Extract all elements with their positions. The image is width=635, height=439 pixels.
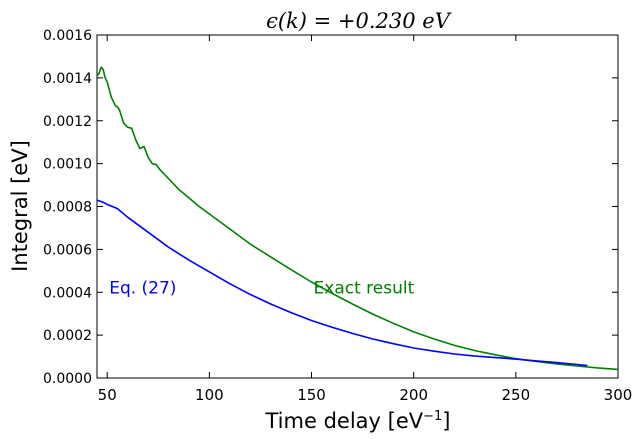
x-axis-label-main: Time delay [eV bbox=[265, 409, 424, 433]
annotation-exact-result: Exact result bbox=[314, 278, 415, 298]
plot-frame-group bbox=[96, 34, 619, 379]
y-tick-label: 0.0004 bbox=[43, 285, 92, 301]
y-tick-label: 0.0006 bbox=[43, 242, 92, 258]
x-tick-label: 150 bbox=[297, 386, 326, 404]
x-tick-label: 250 bbox=[502, 386, 531, 404]
y-tick-label: 0.0014 bbox=[43, 71, 92, 87]
annotation-eq-27: Eq. (27) bbox=[109, 278, 176, 298]
ticks-group: 50 100 150 200 250 300 0.0000 0.0002 0.0004 0.000… bbox=[43, 28, 632, 404]
y-tick-label: 0.0008 bbox=[43, 200, 92, 216]
chart-title: ϵ(k) = +0.230 eV bbox=[266, 9, 452, 33]
annotation-group: Eq. (27) Exact result bbox=[109, 278, 414, 298]
x-axis-label-sup: −1 bbox=[423, 409, 442, 424]
plot-area-frame bbox=[96, 34, 619, 379]
x-tick-label: 300 bbox=[604, 386, 633, 404]
y-tick-label: 0.0010 bbox=[43, 157, 92, 173]
y-tick-label: 0.0016 bbox=[43, 28, 92, 44]
series-line-exact-result bbox=[96, 66, 619, 371]
y-tick-label: 0.0012 bbox=[43, 114, 92, 130]
x-axis-label: Time delay [eV−1] bbox=[265, 409, 451, 433]
x-axis-label-suffix: ] bbox=[442, 409, 450, 433]
y-tick-label: 0.0000 bbox=[43, 371, 92, 387]
series-group bbox=[96, 66, 619, 371]
y-tick-label: 0.0002 bbox=[43, 328, 92, 344]
y-axis-label: Integral [eV] bbox=[8, 140, 32, 272]
x-tick-label: 200 bbox=[399, 386, 428, 404]
x-tick-label: 100 bbox=[195, 386, 224, 404]
series-line-eq-27 bbox=[96, 199, 588, 367]
x-tick-label: 50 bbox=[98, 386, 117, 404]
